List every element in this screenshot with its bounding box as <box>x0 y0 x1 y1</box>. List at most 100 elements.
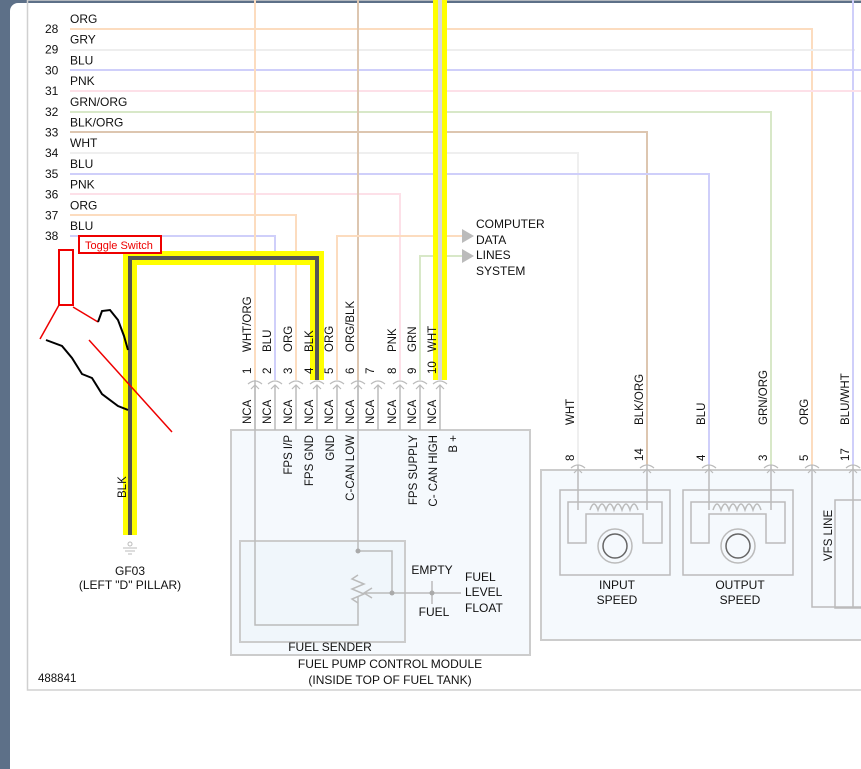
wire-33-blk-org <box>70 131 648 465</box>
connector-pin-icon <box>570 464 586 474</box>
connector-pin-icon <box>763 464 779 474</box>
fpcm-pin-number: 6 <box>345 368 357 374</box>
trans-pin-color: BLK/ORG <box>634 374 646 425</box>
fpcm-pin-number: 8 <box>387 368 399 374</box>
fpcm-pin-nca: NCA <box>387 399 399 424</box>
toggle-switch-callout <box>78 235 162 254</box>
fpcm-subtitle: (INSIDE TOP OF FUEL TANK) <box>308 673 471 687</box>
harness-wire-color: WHT <box>70 136 98 150</box>
harness-labels: 28 ORG 29 GRY 30 BLU 31 PNK 32 GRN/ORG 33 BLK/ORG 34… <box>45 12 127 243</box>
trans-pins: 8 WHT 14 BLK/ORG 4 BLU 3 GRN/ORG 5 ORG 17 BLU/WHT <box>565 370 861 474</box>
annotation-lines <box>39 304 173 433</box>
fpcm-pin-number: 2 <box>262 368 274 374</box>
fpcm-pin-color: WHT <box>427 326 439 352</box>
fuel-sender-label: FUEL SENDER <box>288 640 372 654</box>
wire-pin5 <box>336 235 462 380</box>
fpcm-pin-number: 1 <box>242 368 254 374</box>
fpcm-pin-nca: NCA <box>407 399 419 424</box>
harness-pin-number: 35 <box>45 167 59 181</box>
wire-pin10-wht <box>438 0 442 380</box>
connector-pin-icon <box>701 464 717 474</box>
harness-wire-color: BLU <box>70 53 93 67</box>
fpcm-pin-function: B + <box>448 435 460 453</box>
fpcm-pin-number: 3 <box>283 368 295 374</box>
fpcm-pin-nca: NCA <box>345 399 357 424</box>
fpcm-pin-color: PNK <box>387 328 399 352</box>
trans-pin-color: GRN/ORG <box>758 370 770 425</box>
wire-32-grn-org <box>70 111 772 465</box>
fpcm-pin-color: ORG <box>324 326 336 352</box>
wire-35-blu <box>70 173 710 465</box>
wire-pin9 <box>419 255 462 380</box>
arrow-icon <box>462 229 474 243</box>
fpcm-pin-color: BLK <box>304 330 316 352</box>
harness-wire-color: BLK/ORG <box>70 116 123 130</box>
ground-location: (LEFT "D" PILLAR) <box>79 578 181 592</box>
fuel-sender-box <box>239 540 406 643</box>
ground-icon <box>123 541 137 555</box>
ground-id: GF03 <box>115 564 145 578</box>
harness-pin-number: 32 <box>45 105 59 119</box>
fpcm-pin-color: ORG/BLK <box>345 301 357 352</box>
fpcm-pin-color: GRN <box>407 326 419 352</box>
connector-pin-icon <box>845 464 861 474</box>
toggle-switch-marker <box>58 249 74 306</box>
trans-pin-number: 17 <box>840 448 852 461</box>
ground-wire-color: BLK <box>117 476 129 498</box>
harness-pin-number: 34 <box>45 146 59 160</box>
harness-pin-number: 28 <box>45 22 59 36</box>
output-speed-2: SPEED <box>720 593 761 607</box>
harness-pin-number: 37 <box>45 208 59 222</box>
fpcm-pin-nca: NCA <box>324 399 336 424</box>
fpcm-pin-nca: NCA <box>262 399 274 424</box>
harness-wire-color: BLU <box>70 219 93 233</box>
fpcm-pin-color: BLU <box>262 330 274 352</box>
fpcm-pin-nca: NCA <box>242 399 254 424</box>
harness-wire-color: BLU <box>70 157 93 171</box>
trans-pin-color: ORG <box>799 399 811 425</box>
fpcm-pin-nca: NCA <box>304 399 316 424</box>
fpcm-pin-function: FPS GND <box>304 435 316 486</box>
vfs-line-label: VFS LINE <box>823 510 835 561</box>
harness-pin-number: 33 <box>45 126 59 140</box>
computer-data-2: DATA <box>476 233 506 247</box>
harness-pin-number: 29 <box>45 43 59 57</box>
harness-wire-color: ORG <box>70 198 97 212</box>
wire-28-org <box>70 28 813 465</box>
fpcm-pin-nca: NCA <box>365 399 377 424</box>
computer-data-3: LINES <box>476 248 511 262</box>
input-speed-1: INPUT <box>599 578 636 592</box>
input-speed-2: SPEED <box>597 593 638 607</box>
trans-pin-number: 8 <box>565 455 577 461</box>
diagram-frame <box>26 0 861 691</box>
speed-sensors <box>559 465 861 609</box>
fpcm-pin-color: WHT/ORG <box>242 296 254 352</box>
computer-data-1: COMPUTER <box>476 217 545 231</box>
harness-wire-color: PNK <box>70 74 95 88</box>
trans-connector-box <box>540 469 861 641</box>
trans-pin-color: WHT <box>565 399 577 425</box>
fpcm-pin-function: FPS SUPPLY <box>408 435 420 505</box>
harness-pin-number: 38 <box>45 229 59 243</box>
fpcm-pin-function: C-CAN LOW <box>345 435 357 501</box>
fpcm-pin-nca: NCA <box>427 399 439 424</box>
computer-data-4: SYSTEM <box>476 264 525 278</box>
fpcm-pin-function: C- CAN HIGH <box>428 435 440 507</box>
trans-pin-number: 4 <box>696 454 708 461</box>
diagram-id: 488841 <box>38 673 76 685</box>
harness-wire-color: GRN/ORG <box>70 95 127 109</box>
wire-blk-ground <box>128 256 319 535</box>
fpcm-pins: 1 WHT/ORG NCA 2 BLU NCA FPS I/P 3 ORG NCA FPS GND 4… <box>242 296 460 506</box>
fpcm-pin-number: 10 <box>427 361 439 374</box>
harness-wire-color: GRY <box>70 33 96 47</box>
fpcm-pin-number: 5 <box>324 368 336 374</box>
empty-label: EMPTY <box>411 563 452 577</box>
fuel-label: FUEL <box>419 605 450 619</box>
harness-pin-number: 30 <box>45 63 59 77</box>
output-speed-1: OUTPUT <box>715 578 765 592</box>
toggle-switch-label: Toggle Switch <box>85 240 153 252</box>
connector-pin-icon <box>804 464 820 474</box>
trans-pin-color: BLU <box>696 403 708 425</box>
trans-pin-number: 5 <box>799 455 811 461</box>
